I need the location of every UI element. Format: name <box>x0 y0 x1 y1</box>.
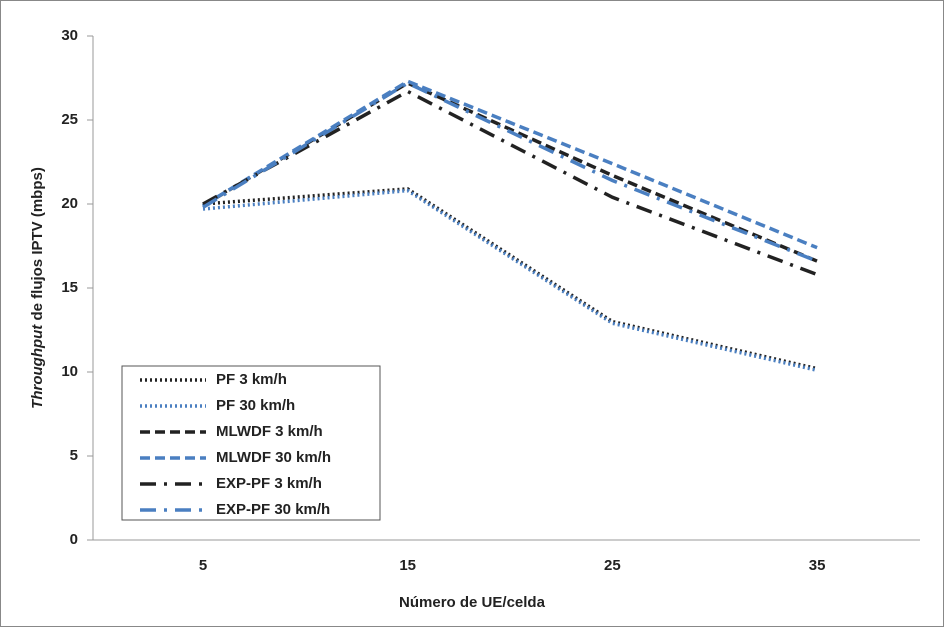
legend <box>121 365 381 521</box>
legend-label: EXP-PF 3 km/h <box>216 475 322 492</box>
series-line <box>202 81 818 263</box>
x-tick-label: 25 <box>604 557 621 574</box>
y-title-rest: de flujos IPTV (mbps) <box>29 167 46 320</box>
y-tick-label: 15 <box>61 279 78 296</box>
series-line <box>202 81 818 263</box>
y-tick-label: 30 <box>61 27 78 44</box>
x-tick-label: 35 <box>809 557 826 574</box>
x-tick-label: 15 <box>399 557 416 574</box>
y-tick-label: 10 <box>61 363 78 380</box>
x-tick-label: 5 <box>199 557 207 574</box>
y-tick-label: 5 <box>70 447 78 464</box>
series-line <box>202 89 818 277</box>
series-line <box>202 79 818 250</box>
y-title-italic: Throughput <box>29 324 46 409</box>
legend-label: PF 30 km/h <box>216 397 295 414</box>
y-tick-label: 0 <box>70 531 78 548</box>
y-tick-label: 20 <box>61 195 78 212</box>
legend-label: MLWDF 30 km/h <box>216 449 331 466</box>
legend-label: EXP-PF 30 km/h <box>216 501 330 518</box>
legend-label: PF 3 km/h <box>216 371 287 388</box>
x-axis-title: Número de UE/celda <box>399 594 546 611</box>
y-axis-title: Throughput de flujos IPTV (mbps) <box>29 167 46 409</box>
y-tick-label: 25 <box>61 111 78 128</box>
legend-label: MLWDF 3 km/h <box>216 423 323 440</box>
